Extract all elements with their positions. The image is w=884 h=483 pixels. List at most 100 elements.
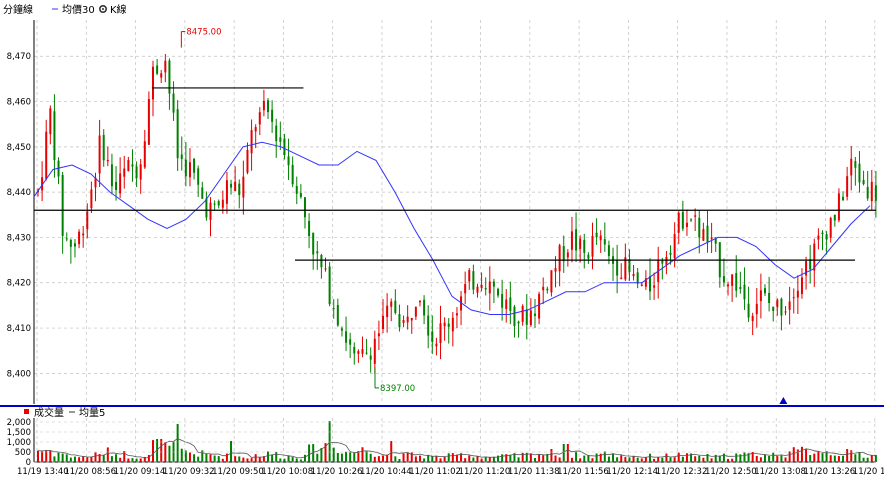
volume-bar <box>805 449 808 462</box>
volume-bar <box>460 453 463 462</box>
candle-body <box>866 186 869 199</box>
volume-tick-label: 2,000 <box>7 418 31 428</box>
candle-body <box>476 286 479 293</box>
gear-icon[interactable] <box>98 4 108 14</box>
candle-body <box>209 202 212 220</box>
candle-body <box>369 355 372 360</box>
volume-bar <box>538 454 541 462</box>
volume-bar <box>197 456 200 462</box>
low-annotation-label: 8397.00 <box>380 384 415 394</box>
volume-bar <box>570 457 573 462</box>
candle-body <box>587 254 590 259</box>
volume-bar <box>455 454 458 462</box>
volume-bar <box>156 439 159 462</box>
volume-bar <box>542 455 545 462</box>
candle-body <box>858 163 861 183</box>
candle-body <box>90 189 93 209</box>
volume-bar <box>648 453 651 462</box>
volume-bar <box>82 456 85 462</box>
volume-bar <box>464 458 467 462</box>
candle-body <box>731 274 734 286</box>
candle-body <box>53 111 56 161</box>
volume-bar <box>599 453 602 462</box>
candle-body <box>648 276 651 292</box>
volume-bar <box>821 453 824 462</box>
candle-body <box>427 315 430 336</box>
candle-body <box>817 235 820 240</box>
candle-body <box>776 299 779 308</box>
candle-body <box>312 232 315 255</box>
volume-bar <box>497 455 500 462</box>
volume-bar <box>624 457 627 462</box>
candle-body <box>616 259 619 276</box>
candle-body <box>640 284 643 286</box>
volume-bar <box>168 445 171 462</box>
candle-body <box>435 343 438 347</box>
volume-bar <box>731 458 734 462</box>
volume-bar <box>386 454 389 462</box>
x-tick-label: 11/20 12:32 <box>656 467 708 477</box>
candle-body <box>850 158 853 176</box>
candle-body <box>188 162 191 178</box>
volume-bar <box>501 454 504 462</box>
x-tick-label: 11/20 13 <box>853 467 884 477</box>
ma-legend-label: 均價30 <box>62 3 95 16</box>
candle-body <box>529 310 532 326</box>
volume-bar <box>414 456 417 462</box>
volume-bar <box>65 454 68 462</box>
volume-bar <box>184 450 187 462</box>
volume-bar <box>418 455 421 462</box>
candle-body <box>735 272 738 291</box>
candle-body <box>455 313 458 316</box>
volume-bar <box>57 452 60 462</box>
volume-bar <box>755 455 758 462</box>
signal-marker-icon[interactable] <box>779 397 788 404</box>
candle-body <box>665 257 668 265</box>
volume-bar <box>250 458 253 462</box>
volume-bar <box>681 456 684 462</box>
volume-bar <box>246 458 249 462</box>
candle-body <box>394 300 397 313</box>
price-tick-label: 8,400 <box>7 369 31 379</box>
volume-bar <box>727 458 730 462</box>
volume-bar <box>328 421 331 462</box>
volume-bar <box>262 456 265 462</box>
candle-body <box>110 164 113 187</box>
volume-bar <box>258 457 261 462</box>
candle-body <box>147 98 150 145</box>
candle-body <box>554 268 557 272</box>
candle-body <box>332 308 335 310</box>
x-tick-label: 11/20 11:56 <box>557 467 609 477</box>
candle-body <box>439 323 442 343</box>
candle-body <box>308 220 311 237</box>
volume-bar <box>205 453 208 462</box>
candle-body <box>747 303 750 318</box>
volume-bar <box>673 457 676 462</box>
volume-bar <box>234 456 237 462</box>
candle-body <box>451 317 454 332</box>
volume-ma-label: 均量5 <box>79 407 105 419</box>
volume-bar <box>37 450 39 462</box>
candle-body <box>242 176 245 198</box>
volume-bar <box>521 452 524 462</box>
volume-tick-label: 1,500 <box>7 428 31 438</box>
volume-bar <box>49 450 52 462</box>
candle-body <box>591 235 594 257</box>
volume-bar <box>575 451 578 462</box>
candle-body <box>414 306 417 317</box>
volume-bar <box>131 458 134 462</box>
volume-bar <box>308 444 311 462</box>
volume-bar <box>809 455 812 462</box>
candle-body <box>287 156 290 166</box>
candle-body <box>234 181 237 191</box>
candle-body <box>661 259 664 264</box>
volume-bar <box>336 452 339 462</box>
candle-body <box>291 164 294 185</box>
candle-body <box>373 338 376 364</box>
volume-bar <box>817 451 820 462</box>
volume-bar <box>587 455 590 462</box>
candle-body <box>73 243 76 247</box>
candle-body <box>636 272 639 284</box>
candle-body <box>258 112 261 125</box>
